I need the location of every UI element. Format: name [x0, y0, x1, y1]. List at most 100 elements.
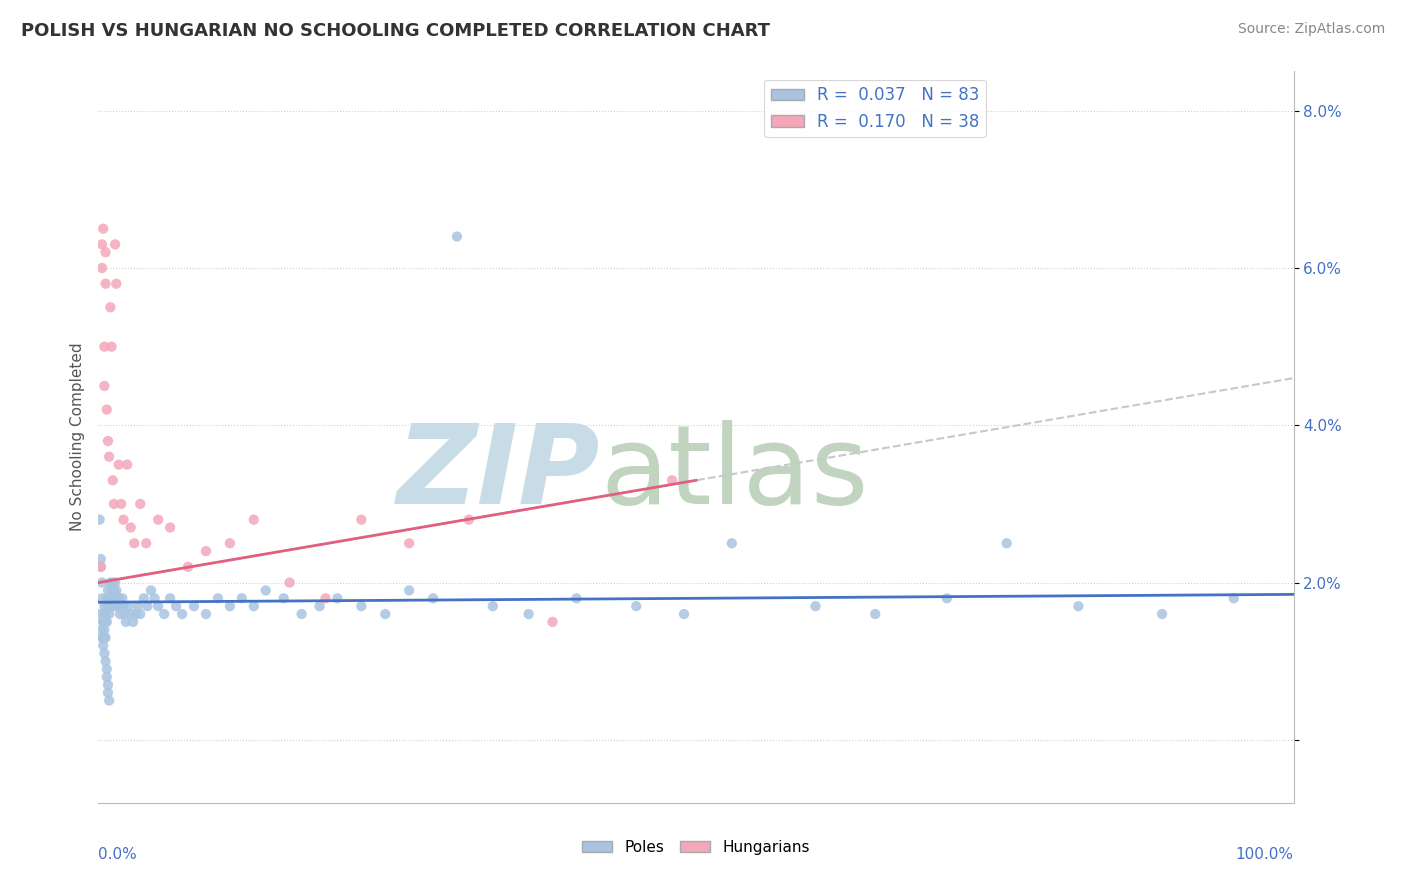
Point	[135, 536, 157, 550]
Point	[101, 591, 124, 606]
Point	[91, 615, 114, 629]
Point	[93, 646, 115, 660]
Point	[97, 599, 120, 614]
Point	[159, 520, 181, 534]
Point	[98, 591, 121, 606]
Point	[350, 599, 373, 614]
Text: ZIP: ZIP	[396, 420, 600, 527]
Point	[103, 583, 125, 598]
Point	[93, 631, 115, 645]
Point	[100, 340, 122, 354]
Point	[91, 623, 114, 637]
Point	[98, 575, 122, 590]
Point	[422, 591, 444, 606]
Point	[127, 599, 149, 614]
Point	[90, 559, 112, 574]
Point	[103, 497, 125, 511]
Point	[93, 340, 115, 354]
Point	[541, 615, 564, 629]
Point	[96, 591, 118, 606]
Point	[219, 536, 242, 550]
Point	[91, 237, 114, 252]
Point	[207, 591, 229, 606]
Point	[91, 639, 114, 653]
Point	[153, 607, 176, 621]
Point	[398, 583, 420, 598]
Point	[626, 599, 648, 614]
Point	[995, 536, 1018, 550]
Point	[139, 583, 162, 598]
Point	[91, 221, 114, 235]
Point	[96, 599, 118, 614]
Point	[96, 615, 118, 629]
Point	[90, 559, 112, 574]
Point	[243, 599, 266, 614]
Point	[96, 402, 118, 417]
Point	[159, 591, 181, 606]
Point	[90, 552, 112, 566]
Point	[165, 599, 187, 614]
Point	[91, 575, 114, 590]
Point	[124, 607, 146, 621]
Point	[114, 607, 136, 621]
Point	[195, 607, 218, 621]
Point	[110, 599, 132, 614]
Point	[93, 599, 115, 614]
Point	[172, 607, 194, 621]
Point	[129, 497, 152, 511]
Point	[90, 607, 112, 621]
Point	[1152, 607, 1174, 621]
Point	[721, 536, 744, 550]
Point	[291, 607, 314, 621]
Point	[101, 575, 124, 590]
Point	[122, 615, 145, 629]
Y-axis label: No Schooling Completed: No Schooling Completed	[69, 343, 84, 532]
Point	[398, 536, 420, 550]
Point	[243, 513, 266, 527]
Point	[446, 229, 468, 244]
Point	[107, 591, 129, 606]
Point	[865, 607, 887, 621]
Point	[124, 536, 146, 550]
Point	[98, 693, 121, 707]
Point	[104, 237, 127, 252]
Point	[326, 591, 349, 606]
Point	[93, 623, 115, 637]
Point	[195, 544, 218, 558]
Point	[100, 583, 122, 598]
Text: 100.0%: 100.0%	[1236, 847, 1294, 862]
Point	[374, 607, 396, 621]
Point	[132, 591, 155, 606]
Point	[315, 591, 337, 606]
Point	[115, 458, 138, 472]
Point	[115, 615, 138, 629]
Point	[107, 458, 129, 472]
Point	[94, 631, 117, 645]
Point	[231, 591, 253, 606]
Legend: Poles, Hungarians: Poles, Hungarians	[575, 834, 817, 861]
Point	[1223, 591, 1246, 606]
Point	[254, 583, 277, 598]
Point	[481, 599, 505, 614]
Point	[98, 301, 122, 315]
Point	[673, 607, 696, 621]
Point	[1067, 599, 1090, 614]
Point	[98, 591, 122, 606]
Point	[91, 631, 114, 645]
Point	[120, 520, 142, 534]
Point	[278, 575, 301, 590]
Point	[94, 277, 117, 291]
Text: atlas: atlas	[600, 420, 869, 527]
Point	[148, 513, 170, 527]
Text: 0.0%: 0.0%	[98, 847, 138, 862]
Point	[91, 591, 114, 606]
Point	[112, 513, 135, 527]
Point	[97, 678, 120, 692]
Point	[350, 513, 373, 527]
Point	[273, 591, 295, 606]
Text: POLISH VS HUNGARIAN NO SCHOOLING COMPLETED CORRELATION CHART: POLISH VS HUNGARIAN NO SCHOOLING COMPLET…	[21, 22, 770, 40]
Point	[804, 599, 827, 614]
Point	[143, 591, 166, 606]
Point	[136, 599, 159, 614]
Point	[94, 615, 117, 629]
